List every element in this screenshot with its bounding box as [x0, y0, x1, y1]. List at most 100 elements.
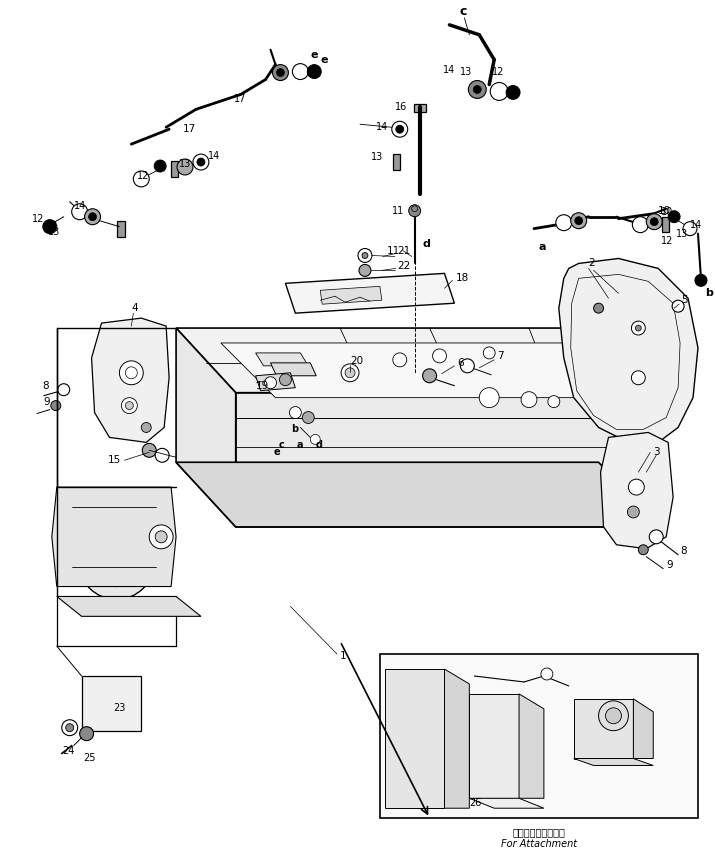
- Text: 5: 5: [681, 295, 688, 306]
- Text: c: c: [278, 441, 285, 450]
- Text: 12: 12: [661, 235, 674, 245]
- Circle shape: [345, 368, 355, 378]
- Circle shape: [638, 545, 649, 554]
- Circle shape: [359, 264, 371, 277]
- Bar: [662, 216, 669, 232]
- Polygon shape: [176, 328, 236, 527]
- Circle shape: [672, 301, 684, 312]
- Circle shape: [307, 65, 321, 79]
- Text: b: b: [705, 289, 713, 298]
- Circle shape: [302, 412, 315, 424]
- Circle shape: [197, 158, 205, 166]
- Circle shape: [575, 216, 583, 225]
- Circle shape: [646, 214, 662, 229]
- Circle shape: [341, 364, 359, 382]
- Text: 24: 24: [61, 745, 74, 756]
- Text: 9: 9: [666, 559, 673, 570]
- Text: 12: 12: [492, 66, 505, 76]
- Circle shape: [683, 222, 697, 236]
- Circle shape: [556, 215, 572, 231]
- Text: 14: 14: [375, 122, 388, 132]
- Text: 8: 8: [680, 546, 686, 556]
- Circle shape: [636, 325, 641, 331]
- Circle shape: [649, 530, 664, 543]
- Circle shape: [468, 81, 486, 98]
- Text: 3: 3: [654, 447, 660, 458]
- Bar: [380, 654, 698, 818]
- Circle shape: [548, 396, 560, 408]
- Text: 10: 10: [661, 207, 674, 216]
- Circle shape: [632, 216, 649, 233]
- Text: e: e: [274, 447, 280, 458]
- Circle shape: [483, 347, 495, 359]
- Circle shape: [155, 531, 167, 543]
- Polygon shape: [573, 699, 633, 758]
- Polygon shape: [573, 758, 654, 766]
- Polygon shape: [255, 373, 295, 391]
- Circle shape: [392, 121, 408, 138]
- Circle shape: [107, 552, 127, 571]
- Polygon shape: [601, 432, 673, 548]
- Circle shape: [66, 723, 74, 732]
- Text: 21: 21: [397, 245, 410, 256]
- Polygon shape: [469, 798, 544, 808]
- Circle shape: [479, 388, 499, 408]
- Circle shape: [310, 435, 320, 444]
- Circle shape: [142, 423, 151, 432]
- Bar: [171, 161, 178, 177]
- Circle shape: [571, 213, 586, 228]
- Circle shape: [92, 537, 142, 587]
- Circle shape: [89, 213, 97, 221]
- Circle shape: [79, 524, 154, 599]
- Text: 22: 22: [397, 261, 410, 272]
- Text: 14: 14: [208, 151, 220, 161]
- Polygon shape: [176, 462, 659, 527]
- Circle shape: [72, 204, 88, 220]
- Circle shape: [506, 86, 520, 99]
- Polygon shape: [56, 597, 201, 616]
- Text: 2: 2: [588, 258, 596, 268]
- Bar: [393, 154, 400, 170]
- Text: 13: 13: [179, 159, 192, 169]
- Text: 11: 11: [387, 245, 400, 256]
- Text: 17: 17: [183, 124, 196, 134]
- Circle shape: [460, 359, 474, 373]
- Bar: [117, 221, 125, 237]
- Circle shape: [631, 371, 646, 385]
- Text: For Attachment: For Attachment: [501, 839, 577, 849]
- Circle shape: [290, 407, 301, 419]
- Polygon shape: [598, 328, 659, 527]
- Circle shape: [606, 708, 621, 723]
- Circle shape: [280, 374, 292, 385]
- Text: 26: 26: [469, 798, 482, 808]
- Circle shape: [695, 274, 707, 286]
- Text: d: d: [423, 239, 430, 249]
- Circle shape: [423, 368, 437, 383]
- Circle shape: [650, 217, 659, 226]
- Circle shape: [119, 361, 143, 385]
- Circle shape: [396, 126, 404, 133]
- Text: 1: 1: [340, 651, 347, 661]
- Circle shape: [79, 727, 94, 740]
- Text: 15: 15: [108, 455, 122, 465]
- Circle shape: [149, 525, 173, 548]
- Polygon shape: [285, 273, 455, 313]
- Circle shape: [155, 448, 169, 462]
- Circle shape: [125, 367, 137, 379]
- Polygon shape: [92, 318, 169, 442]
- Bar: [82, 676, 142, 731]
- Text: a: a: [539, 241, 546, 251]
- Circle shape: [277, 69, 285, 76]
- Text: 13: 13: [48, 227, 60, 237]
- Circle shape: [272, 65, 288, 81]
- Circle shape: [593, 303, 603, 313]
- Text: c: c: [460, 5, 467, 19]
- Circle shape: [521, 391, 537, 408]
- Text: 8: 8: [42, 380, 49, 391]
- Circle shape: [631, 321, 646, 335]
- Polygon shape: [51, 487, 176, 587]
- Polygon shape: [469, 694, 519, 798]
- Circle shape: [193, 154, 209, 170]
- Circle shape: [177, 159, 193, 175]
- Circle shape: [122, 397, 137, 413]
